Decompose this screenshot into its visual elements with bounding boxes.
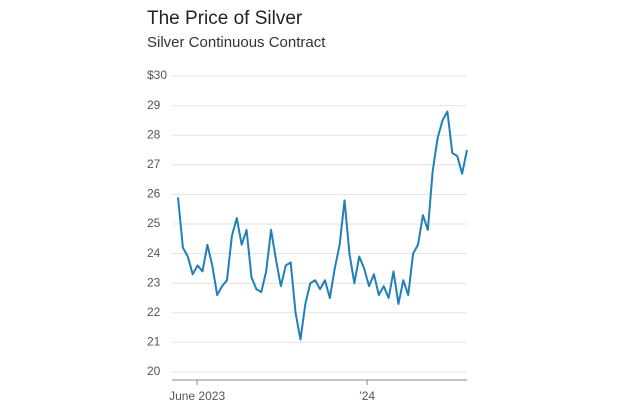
chart-subtitle: Silver Continuous Contract (147, 34, 326, 51)
y-tick-label: 26 (147, 187, 161, 201)
price-line (177, 110, 468, 341)
y-tick-label: 24 (147, 246, 161, 260)
y-tick-label: 29 (147, 98, 161, 112)
x-tick-label: June 2023 (169, 389, 225, 403)
y-tick-label: 27 (147, 157, 161, 171)
y-tick-label: 22 (147, 305, 161, 319)
x-tick-label: ’24 (359, 389, 375, 403)
y-tick-label: 28 (147, 127, 161, 141)
y-tick-label: $30 (147, 68, 167, 82)
y-tick-label: 23 (147, 275, 161, 289)
y-tick-label: 25 (147, 216, 161, 230)
y-tick-label: 21 (147, 335, 161, 349)
y-tick-label: 20 (147, 364, 161, 378)
chart-title: The Price of Silver (147, 8, 303, 29)
